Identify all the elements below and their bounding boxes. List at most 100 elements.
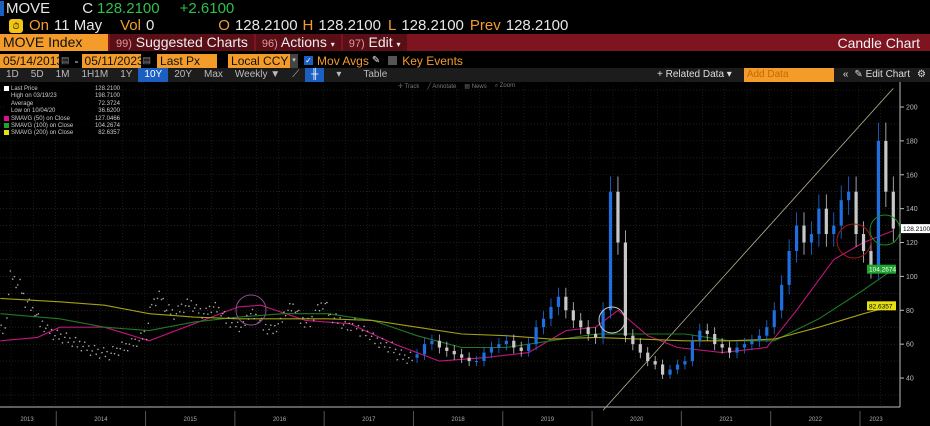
price-dot xyxy=(396,358,399,361)
period-1d[interactable]: 1D xyxy=(6,69,19,80)
legend-item-sma100: SMAVG (100) on Close 104.2674 xyxy=(4,122,120,130)
prev-label: Prev xyxy=(469,17,501,34)
price-dot xyxy=(150,303,153,306)
price-dot xyxy=(0,324,2,326)
price-dot xyxy=(318,309,321,312)
security-field[interactable]: MOVE Index xyxy=(0,34,108,51)
edit-chart-button[interactable]: ✎ Edit Chart xyxy=(854,69,911,80)
period-max[interactable]: Max xyxy=(204,69,223,80)
gear-icon[interactable]: ⚙ xyxy=(917,69,926,80)
last-value-label: 128.2100 xyxy=(903,226,930,233)
price-dot xyxy=(128,343,131,345)
price-dot xyxy=(39,325,41,328)
last-value-label: 82.6357 xyxy=(869,303,893,310)
legend-swatch xyxy=(4,130,9,136)
legend-value: 127.0466 xyxy=(94,115,120,122)
candle-chart-icon[interactable]: ╫ xyxy=(305,68,325,82)
add-data-input[interactable]: Add Data xyxy=(743,68,834,82)
period-20y[interactable]: 20Y xyxy=(174,69,193,80)
period-1h1m[interactable]: 1H1M xyxy=(81,69,109,80)
key-events-checkbox[interactable] xyxy=(388,56,398,65)
price-dot xyxy=(312,319,315,322)
period-10y[interactable]: 10Y xyxy=(138,68,169,82)
table-button[interactable]: Table xyxy=(363,69,388,80)
price-dot xyxy=(354,317,356,320)
price-dot xyxy=(296,310,298,313)
price-dot xyxy=(78,340,81,343)
price-dot xyxy=(110,352,112,354)
price-dot xyxy=(98,357,101,359)
price-dot xyxy=(240,326,242,329)
candle-body xyxy=(668,369,672,375)
period-1y[interactable]: 1Y xyxy=(120,69,133,80)
y-tick-label: 80 xyxy=(906,308,914,315)
period-5d[interactable]: 5D xyxy=(30,69,44,80)
candle-body xyxy=(497,344,501,348)
calendar-icon[interactable]: ▤ xyxy=(142,55,152,65)
price-dot xyxy=(210,311,213,314)
track-tool[interactable]: ✛ Track xyxy=(398,84,420,90)
candle-body xyxy=(646,352,650,362)
price-dot xyxy=(283,311,285,313)
price-dot xyxy=(34,314,36,317)
price-dot xyxy=(398,353,401,356)
annotate-tool[interactable]: ╱ Annotate xyxy=(427,84,457,90)
currency-dropdown-icon[interactable]: ▾ xyxy=(290,53,299,68)
price-dot xyxy=(221,312,224,315)
price-dot xyxy=(52,338,55,341)
price-dot xyxy=(287,309,289,312)
mov-avgs-checkbox[interactable]: ✓ xyxy=(304,56,314,65)
currency-select[interactable]: Local CCY xyxy=(228,53,291,68)
price-dot xyxy=(294,311,297,314)
pencil-icon[interactable]: ✎ xyxy=(371,55,381,66)
price-dot xyxy=(21,292,23,295)
candle-chart[interactable]: 40 60 80 100 120 140 160 180 200 2013 2014 2015 2016… xyxy=(0,82,930,426)
start-date-input[interactable]: 05/14/2013 xyxy=(0,53,63,68)
legend-label: SMAVG (200) on Close xyxy=(11,130,74,137)
suggested-charts-button[interactable]: 99) Suggested Charts xyxy=(110,34,254,51)
price-dot xyxy=(95,353,98,356)
candle-body xyxy=(824,208,828,235)
ticker: MOVE xyxy=(6,0,51,17)
period-1m[interactable]: 1M xyxy=(55,69,70,80)
field-select[interactable]: Last Px xyxy=(157,53,218,68)
related-data-button[interactable]: + Related Data ▾ xyxy=(657,69,732,80)
legend-label: Low on 10/04/20 xyxy=(11,108,56,115)
high-value: 128.2100 xyxy=(318,17,381,34)
candle-body xyxy=(460,354,464,358)
calendar-icon[interactable]: ▤ xyxy=(61,55,70,65)
frequency-select[interactable]: Weekly ▼ xyxy=(234,69,281,80)
price-dot xyxy=(183,311,185,314)
actions-button[interactable]: 96) Actions ▾ xyxy=(255,34,341,51)
high-marker-icon xyxy=(4,93,9,98)
price-dot xyxy=(192,310,194,312)
price-dot xyxy=(275,330,278,333)
price-dot xyxy=(138,339,140,342)
alert-icon[interactable]: ⏱ xyxy=(9,18,23,33)
price-dot xyxy=(217,306,220,309)
price-dot xyxy=(199,307,202,310)
price-dot xyxy=(214,301,217,304)
legend-item-high: High on 03/19/23 198.7100 xyxy=(4,93,120,100)
price-dot xyxy=(284,314,287,317)
price-dot xyxy=(207,313,209,315)
end-date-input[interactable]: 05/11/2023 xyxy=(81,53,144,68)
price-dot xyxy=(387,351,389,353)
candle-body xyxy=(527,344,531,351)
legend-label: SMAVG (50) on Close xyxy=(11,115,70,122)
candle-body xyxy=(861,234,866,251)
caret-down-icon: ▾ xyxy=(396,40,401,49)
chart-type-dropdown-icon[interactable]: ▾ xyxy=(336,69,342,80)
line-chart-icon[interactable]: ⟋ xyxy=(292,69,300,80)
x-tick-label: 2013 xyxy=(20,417,34,423)
price-dot xyxy=(393,351,395,354)
news-tool[interactable]: ▤ News xyxy=(464,84,487,90)
suggested-num: 99) xyxy=(116,38,132,50)
price-dot xyxy=(229,326,231,328)
candle-body xyxy=(765,327,769,336)
collapse-icon[interactable]: « xyxy=(842,69,849,80)
zoom-tool[interactable]: ⌕ Zoom xyxy=(494,83,516,89)
price-dot xyxy=(268,328,270,331)
price-dot xyxy=(140,332,142,334)
edit-button[interactable]: 97) Edit ▾ xyxy=(342,34,407,51)
